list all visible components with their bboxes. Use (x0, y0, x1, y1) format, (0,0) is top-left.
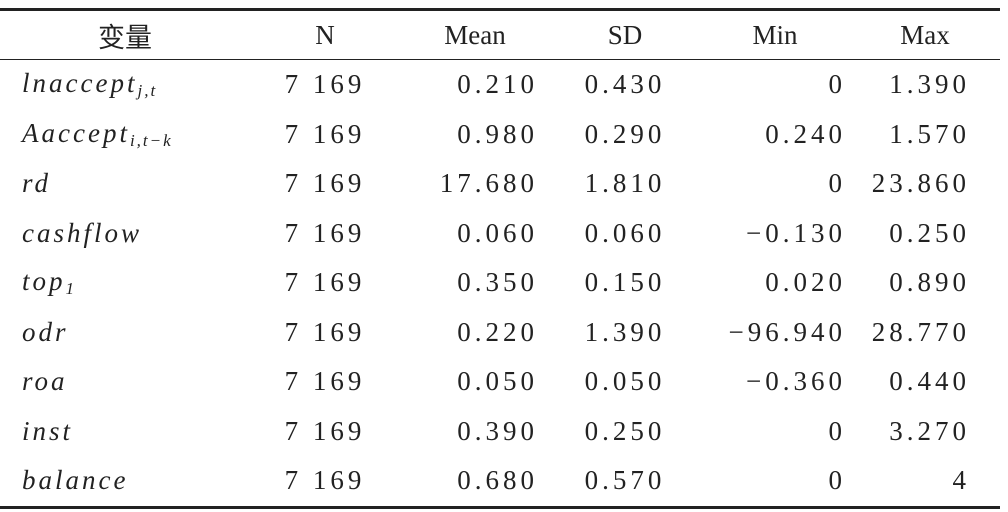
value-cell: 0.250 (584, 415, 666, 446)
value-cell: 0.890 (889, 267, 970, 298)
value-cell: 0.250 (889, 217, 970, 248)
variable-cell: inst (0, 407, 250, 457)
variable-name: odr (22, 316, 69, 347)
header-cell: Max (900, 19, 950, 50)
value-cell: 0.240 (765, 118, 846, 149)
value-cell: 7 169 (284, 267, 366, 298)
variable-name: inst (22, 415, 74, 446)
value-cell: 0.680 (457, 465, 538, 496)
value-cell: 0.020 (765, 267, 846, 298)
value-cell: 7 169 (284, 69, 366, 100)
value-cell: 0.050 (457, 366, 538, 397)
value-cell: 0.150 (584, 267, 666, 298)
value-cell: 0.220 (457, 316, 538, 347)
variable-cell: roa (0, 357, 250, 407)
variable-name: cashflow (22, 217, 143, 248)
value-cell: 7 169 (284, 316, 366, 347)
value-cell: 7 169 (284, 217, 366, 248)
stats-table: 变量 N Mean SD Min Max lnacceptj,t 7 169 0.210 0.4… (0, 8, 1000, 509)
header-cell: N (315, 19, 335, 50)
header-cell: SD (607, 19, 643, 50)
value-cell: 0.980 (457, 118, 538, 149)
table-row: inst 7 169 0.390 0.250 0 3.270 (0, 407, 1000, 457)
header-cell: 变量 (98, 22, 152, 53)
variable-cell: cashflow (0, 209, 250, 259)
value-cell: 0.350 (457, 267, 538, 298)
table-row: Aaccepti,t−k 7 169 0.980 0.290 0.240 1.570 (0, 110, 1000, 160)
value-cell: 0 (828, 465, 846, 496)
value-cell: 7 169 (284, 118, 366, 149)
variable-name: top (22, 266, 66, 297)
value-cell: 0.050 (584, 366, 666, 397)
header-row: 变量 N Mean SD Min Max (0, 10, 1000, 60)
value-cell: 0.390 (457, 415, 538, 446)
table-body: lnacceptj,t 7 169 0.210 0.430 0 1.390 Aaccepti… (0, 60, 1000, 508)
value-cell: 7 169 (284, 168, 366, 199)
value-cell: 0 (828, 415, 846, 446)
variable-name: balance (22, 465, 129, 496)
table-header: 变量 N Mean SD Min Max (0, 10, 1000, 60)
value-cell: 0 (828, 69, 846, 100)
table-row: rd 7 169 17.680 1.810 0 23.860 (0, 159, 1000, 209)
variable-subscript: j,t (137, 81, 158, 101)
header-cell: Mean (444, 19, 506, 50)
variable-cell: Aaccepti,t−k (0, 110, 250, 160)
table-row: roa 7 169 0.050 0.050 −0.360 0.440 (0, 357, 1000, 407)
variable-name: roa (22, 366, 68, 397)
value-cell: 1.810 (584, 168, 666, 199)
value-cell: 0.210 (457, 69, 538, 100)
variable-subscript: i,t−k (129, 130, 173, 150)
value-cell: 4 (952, 465, 970, 496)
value-cell: 28.770 (871, 316, 970, 347)
variable-name: rd (22, 168, 52, 199)
variable-subscript: 1 (65, 279, 77, 299)
table-row: top1 7 169 0.350 0.150 0.020 0.890 (0, 258, 1000, 308)
table-row: lnacceptj,t 7 169 0.210 0.430 0 1.390 (0, 60, 1000, 110)
variable-cell: balance (0, 456, 250, 507)
variable-name: Aaccept (22, 117, 130, 148)
table-row: cashflow 7 169 0.060 0.060 −0.130 0.250 (0, 209, 1000, 259)
value-cell: 0.060 (457, 217, 538, 248)
header-cell: Min (752, 19, 798, 50)
value-cell: 7 169 (284, 366, 366, 397)
table-row: odr 7 169 0.220 1.390 −96.940 28.770 (0, 308, 1000, 358)
value-cell: 17.680 (439, 168, 538, 199)
value-cell: 7 169 (284, 415, 366, 446)
table-row: balance 7 169 0.680 0.570 0 4 (0, 456, 1000, 507)
value-cell: 0.570 (584, 465, 666, 496)
value-cell: 23.860 (871, 168, 970, 199)
value-cell: −0.360 (746, 366, 846, 397)
variable-cell: odr (0, 308, 250, 358)
value-cell: 1.390 (889, 69, 970, 100)
value-cell: −0.130 (746, 217, 846, 248)
value-cell: 0.060 (584, 217, 666, 248)
value-cell: 0 (828, 168, 846, 199)
variable-cell: lnacceptj,t (0, 60, 250, 110)
variable-name: lnaccept (22, 68, 138, 99)
value-cell: 0.430 (584, 69, 666, 100)
value-cell: 3.270 (889, 415, 970, 446)
value-cell: 0.440 (889, 366, 970, 397)
variable-cell: rd (0, 159, 250, 209)
value-cell: −96.940 (728, 316, 846, 347)
value-cell: 0.290 (584, 118, 666, 149)
value-cell: 1.570 (889, 118, 970, 149)
variable-cell: top1 (0, 258, 250, 308)
value-cell: 7 169 (284, 465, 366, 496)
value-cell: 1.390 (584, 316, 666, 347)
